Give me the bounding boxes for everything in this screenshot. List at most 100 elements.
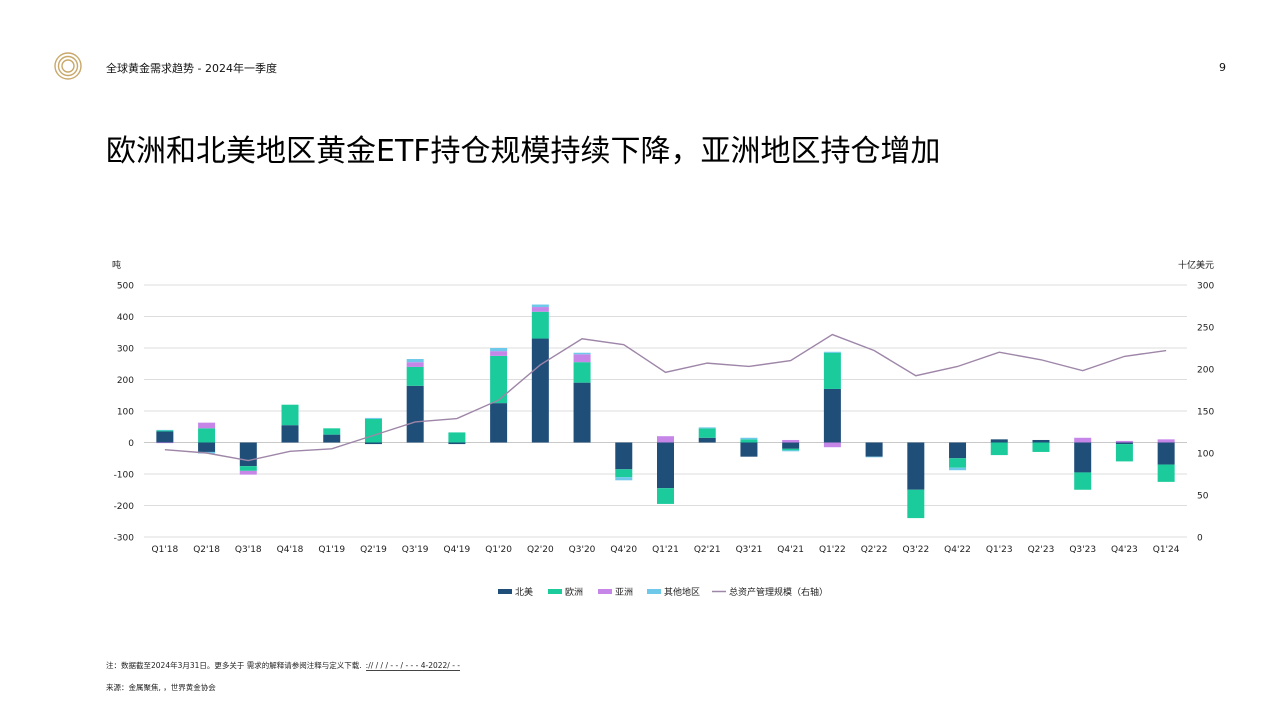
y-tick-label: 300 (117, 345, 134, 355)
x-tick-label: Q2'21 (694, 545, 721, 555)
footnote-text: 注：数据截至2024年3月31日。更多关于 需求的解释请参阅注释与定义下载. (106, 661, 362, 670)
bar-segment (1157, 442, 1175, 465)
y-tick-label: 500 (117, 282, 134, 292)
bar-segment (531, 307, 549, 312)
bar-segment (406, 366, 424, 386)
legend-label: 总资产管理规模（右轴） (729, 586, 828, 598)
x-tick-label: Q2'20 (527, 545, 554, 555)
bar-segment (823, 442, 841, 448)
x-tick-label: Q4'23 (1111, 545, 1138, 555)
bar-segment (156, 431, 174, 443)
bar-segment (406, 362, 424, 367)
bar-segment (406, 385, 424, 443)
bar-segment (531, 311, 549, 339)
x-tick-label: Q2'18 (193, 545, 220, 555)
bar-segment (698, 427, 716, 429)
x-tick-label: Q4'18 (277, 545, 304, 555)
x-tick-label: Q2'22 (861, 545, 888, 555)
y-tick-label: -100 (114, 471, 135, 481)
y-tick-label: -200 (114, 502, 135, 512)
x-tick-label: Q3'20 (569, 545, 596, 555)
x-tick-label: Q3'18 (235, 545, 262, 555)
y-tick-label: 400 (117, 313, 134, 323)
bar-segment (782, 439, 800, 443)
bar-segment (198, 428, 216, 443)
legend-swatch (598, 589, 612, 594)
bar-segment (1074, 472, 1092, 490)
footnote: 注：数据截至2024年3月31日。更多关于 需求的解释请参阅注释与定义下载. :… (106, 660, 461, 671)
bar-segment (156, 430, 174, 432)
source-note: 来源：金属聚焦, ，世界黄金协会 (106, 683, 216, 692)
bar-segment (740, 439, 758, 443)
bar-segment (281, 425, 299, 443)
bar-segment (740, 442, 758, 457)
bar-segment (531, 338, 549, 443)
bar-segment (156, 429, 174, 431)
x-tick-label: Q2'23 (1028, 545, 1055, 555)
bar-segment (782, 450, 800, 452)
legend-swatch (647, 589, 661, 594)
x-tick-label: Q1'20 (485, 545, 512, 555)
x-tick-label: Q1'24 (1153, 545, 1180, 555)
footnote-link[interactable]: :// / / / - - / - - - 4-2022/ - - (365, 661, 461, 671)
aum-line (164, 333, 1167, 462)
x-tick-label: Q2'19 (360, 545, 387, 555)
bar-segment (364, 417, 382, 419)
bar-segment (1115, 444, 1133, 462)
legend-label: 欧洲 (565, 586, 583, 598)
bar-segment (573, 352, 591, 355)
bar-segment (990, 439, 1008, 443)
legend-label: 亚洲 (615, 587, 633, 598)
bar-segment (281, 404, 299, 426)
bar-segment (239, 442, 257, 467)
bar-segment (1032, 442, 1050, 452)
bar-segment (239, 466, 257, 471)
bar-segment (323, 428, 341, 435)
bar-segment (698, 437, 716, 443)
x-tick-label: Q3'23 (1069, 545, 1096, 555)
bar-segment (865, 456, 883, 458)
bar-segment (1074, 442, 1092, 473)
bar-segment (615, 469, 633, 478)
legend-label: 其他地区 (664, 586, 700, 598)
x-tick-label: Q1'21 (652, 545, 679, 555)
bar-segment (782, 442, 800, 449)
x-tick-label: Q3'22 (902, 545, 929, 555)
y-tick-label: 200 (117, 376, 134, 386)
bar-segment (823, 351, 841, 353)
y2-tick-label: 100 (1197, 450, 1214, 460)
x-tick-label: Q1'23 (986, 545, 1013, 555)
bar-segment (1157, 464, 1175, 482)
x-tick-label: Q4'22 (944, 545, 971, 555)
legend-swatch (498, 589, 512, 594)
y-axis-title: 吨 (112, 259, 121, 271)
bar-segment (448, 432, 466, 443)
page-title: 欧洲和北美地区黄金ETF持仓规模持续下降，亚洲地区持仓增加 (106, 134, 941, 169)
document-title: 全球黄金需求趋势 - 2024年一季度 (106, 62, 277, 75)
bar-segment (490, 351, 508, 356)
logo (54, 52, 82, 80)
x-tick-label: Q4'21 (777, 545, 804, 555)
x-tick-label: Q1'18 (151, 545, 178, 555)
y2-tick-label: 300 (1197, 282, 1214, 292)
page-number: 9 (1219, 61, 1226, 74)
bar-segment (239, 470, 257, 475)
y-tick-label: 0 (128, 439, 134, 449)
bar-segment (907, 489, 925, 519)
bar-segment (1074, 437, 1092, 443)
x-tick-label: Q4'20 (610, 545, 637, 555)
bar-segment (865, 442, 883, 457)
bar-segment (156, 442, 174, 444)
x-tick-label: Q3'21 (736, 545, 763, 555)
bar-segment (406, 359, 424, 363)
bar-segment (364, 418, 382, 443)
legend-label: 北美 (515, 586, 533, 598)
legend-swatch (548, 589, 562, 594)
bar-segment (823, 352, 841, 389)
bar-segment (698, 428, 716, 438)
bar-segment (740, 437, 758, 440)
bar-segment (531, 304, 549, 308)
bar-segment (1032, 439, 1050, 443)
bar-segment (657, 442, 674, 489)
